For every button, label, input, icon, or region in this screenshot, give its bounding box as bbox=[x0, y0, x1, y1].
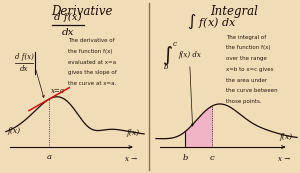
Text: the area under: the area under bbox=[226, 78, 268, 83]
Text: over the range: over the range bbox=[226, 56, 267, 61]
Text: evaluated at x=a: evaluated at x=a bbox=[68, 60, 116, 65]
Text: the function f(x): the function f(x) bbox=[226, 45, 271, 50]
Text: gives the slope of: gives the slope of bbox=[68, 70, 116, 75]
Text: $\int$ f(x) dx: $\int$ f(x) dx bbox=[187, 12, 237, 31]
Text: f(x): f(x) bbox=[127, 129, 140, 137]
Text: b: b bbox=[183, 154, 188, 162]
Text: d f(x): d f(x) bbox=[54, 13, 82, 22]
Text: The integral of: The integral of bbox=[226, 35, 267, 40]
Text: c: c bbox=[209, 154, 214, 162]
Text: x=b to x=c gives: x=b to x=c gives bbox=[226, 67, 274, 72]
Text: those points.: those points. bbox=[226, 99, 262, 104]
Text: dx: dx bbox=[20, 65, 28, 73]
Text: x →: x → bbox=[278, 155, 290, 163]
Text: d f(x): d f(x) bbox=[15, 53, 34, 61]
Text: the curve at x=a.: the curve at x=a. bbox=[68, 81, 116, 86]
Text: f(x): f(x) bbox=[7, 127, 20, 135]
Text: Derivative: Derivative bbox=[52, 5, 113, 18]
Text: a: a bbox=[46, 153, 52, 161]
Text: b: b bbox=[164, 63, 169, 71]
Text: the curve between: the curve between bbox=[226, 88, 278, 93]
Text: x →: x → bbox=[125, 155, 137, 163]
Text: $\int$: $\int$ bbox=[162, 44, 173, 67]
Text: the function f(x): the function f(x) bbox=[68, 49, 112, 54]
Text: x=a: x=a bbox=[51, 87, 65, 95]
Text: c: c bbox=[173, 40, 177, 48]
Text: The derivative of: The derivative of bbox=[68, 38, 114, 43]
Text: dx: dx bbox=[61, 28, 74, 37]
Text: f(x) dx: f(x) dx bbox=[178, 51, 201, 59]
Text: f(x): f(x) bbox=[280, 133, 293, 141]
Text: Integral: Integral bbox=[210, 5, 258, 18]
